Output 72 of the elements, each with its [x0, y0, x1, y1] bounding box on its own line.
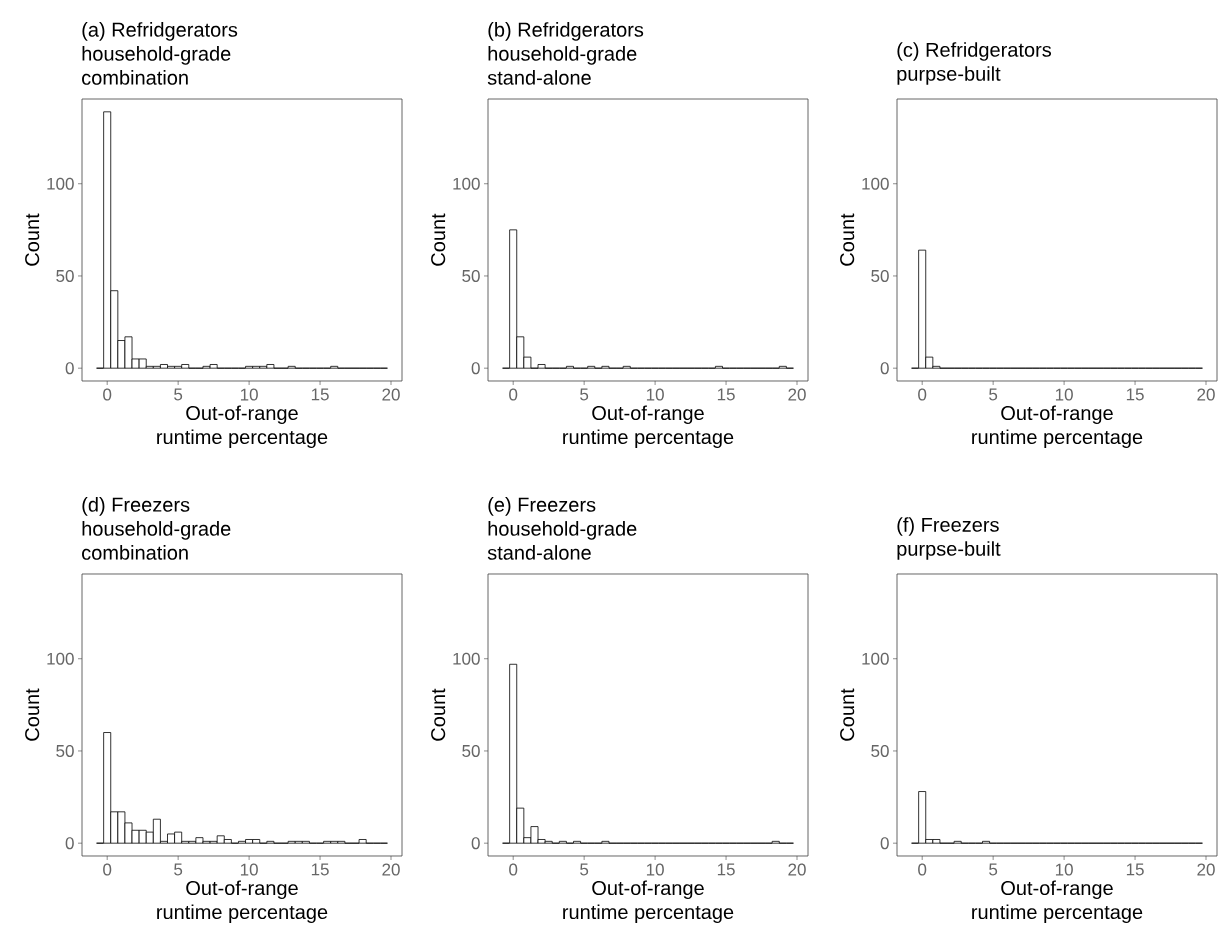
x-axis-title: Out-of-range runtime percentage	[157, 880, 328, 924]
y-axis-title: Count	[431, 688, 446, 741]
x-tick-label: 0	[918, 388, 927, 401]
y-tick-label: 0	[65, 362, 74, 375]
x-tick-label: 10	[646, 388, 664, 401]
chart-subtitle: household-grade stand-alone	[487, 521, 637, 560]
y-tick-label: 50	[56, 744, 74, 757]
x-tick-label: 0	[509, 863, 518, 876]
x-tick-label: 5	[174, 388, 183, 401]
chart-title: (b) Refridgerators	[488, 22, 644, 41]
x-axis-title: Out-of-range runtime percentage	[563, 880, 734, 924]
y-tick-label: 50	[871, 744, 889, 757]
x-tick-label: 20	[382, 863, 400, 876]
x-tick-label: 5	[580, 863, 589, 876]
x-tick-label: 5	[989, 863, 998, 876]
y-axis-title: Count	[431, 213, 446, 266]
x-tick-label: 10	[1055, 388, 1073, 401]
x-tick-label: 20	[788, 388, 806, 401]
x-tick-label: 0	[918, 863, 927, 876]
x-tick-label: 0	[103, 863, 112, 876]
chart-title: (c) Refridgerators	[897, 42, 1052, 61]
chart-title: (f) Freezers	[897, 517, 999, 536]
y-axis-title: Count	[840, 688, 855, 741]
chart-subtitle: household-grade stand-alone	[487, 46, 637, 85]
x-axis-title: Out-of-range runtime percentage	[563, 405, 734, 449]
y-tick-label: 50	[462, 744, 480, 757]
x-tick-label: 20	[1197, 388, 1215, 401]
x-tick-label: 15	[717, 863, 735, 876]
x-tick-label: 5	[989, 388, 998, 401]
x-tick-label: 15	[1126, 388, 1144, 401]
x-tick-label: 15	[311, 388, 329, 401]
chart-title: (a) Refridgerators	[82, 22, 238, 41]
chart-subtitle: household-grade combination	[82, 46, 231, 85]
y-tick-label: 0	[880, 362, 889, 375]
x-tick-label: 5	[174, 863, 183, 876]
chart-subtitle: purpse-built	[897, 541, 1001, 560]
x-tick-label: 20	[1197, 863, 1215, 876]
x-tick-label: 10	[240, 388, 258, 401]
y-tick-label: 50	[462, 269, 480, 282]
chart-title: (d) Freezers	[82, 497, 190, 516]
y-tick-label: 0	[471, 362, 480, 375]
y-axis-title: Count	[840, 213, 855, 266]
chart-subtitle: purpse-built	[897, 66, 1001, 85]
y-tick-label: 100	[453, 177, 480, 190]
x-tick-label: 0	[103, 388, 112, 401]
x-tick-label: 10	[646, 863, 664, 876]
y-tick-label: 100	[862, 177, 889, 190]
x-tick-label: 10	[1055, 863, 1073, 876]
y-tick-label: 100	[47, 177, 74, 190]
y-tick-label: 0	[65, 837, 74, 850]
x-axis-title: Out-of-range runtime percentage	[157, 405, 328, 449]
y-tick-label: 100	[453, 652, 480, 665]
chart-subtitle: household-grade combination	[82, 521, 231, 560]
x-tick-label: 10	[240, 863, 258, 876]
y-axis-title: Count	[25, 688, 40, 741]
x-tick-label: 0	[509, 388, 518, 401]
y-tick-label: 0	[471, 837, 480, 850]
y-tick-label: 50	[871, 269, 889, 282]
x-tick-label: 15	[1126, 863, 1144, 876]
x-tick-label: 5	[580, 388, 589, 401]
x-tick-label: 20	[788, 863, 806, 876]
y-tick-label: 100	[862, 652, 889, 665]
y-tick-label: 100	[47, 652, 74, 665]
x-tick-label: 15	[311, 863, 329, 876]
x-axis-title: Out-of-range runtime percentage	[972, 880, 1143, 924]
y-tick-label: 50	[56, 269, 74, 282]
x-axis-title: Out-of-range runtime percentage	[972, 405, 1143, 449]
y-tick-label: 0	[880, 837, 889, 850]
x-tick-label: 20	[382, 388, 400, 401]
chart-title: (e) Freezers	[488, 497, 596, 516]
y-axis-title: Count	[25, 213, 40, 266]
x-tick-label: 15	[717, 388, 735, 401]
